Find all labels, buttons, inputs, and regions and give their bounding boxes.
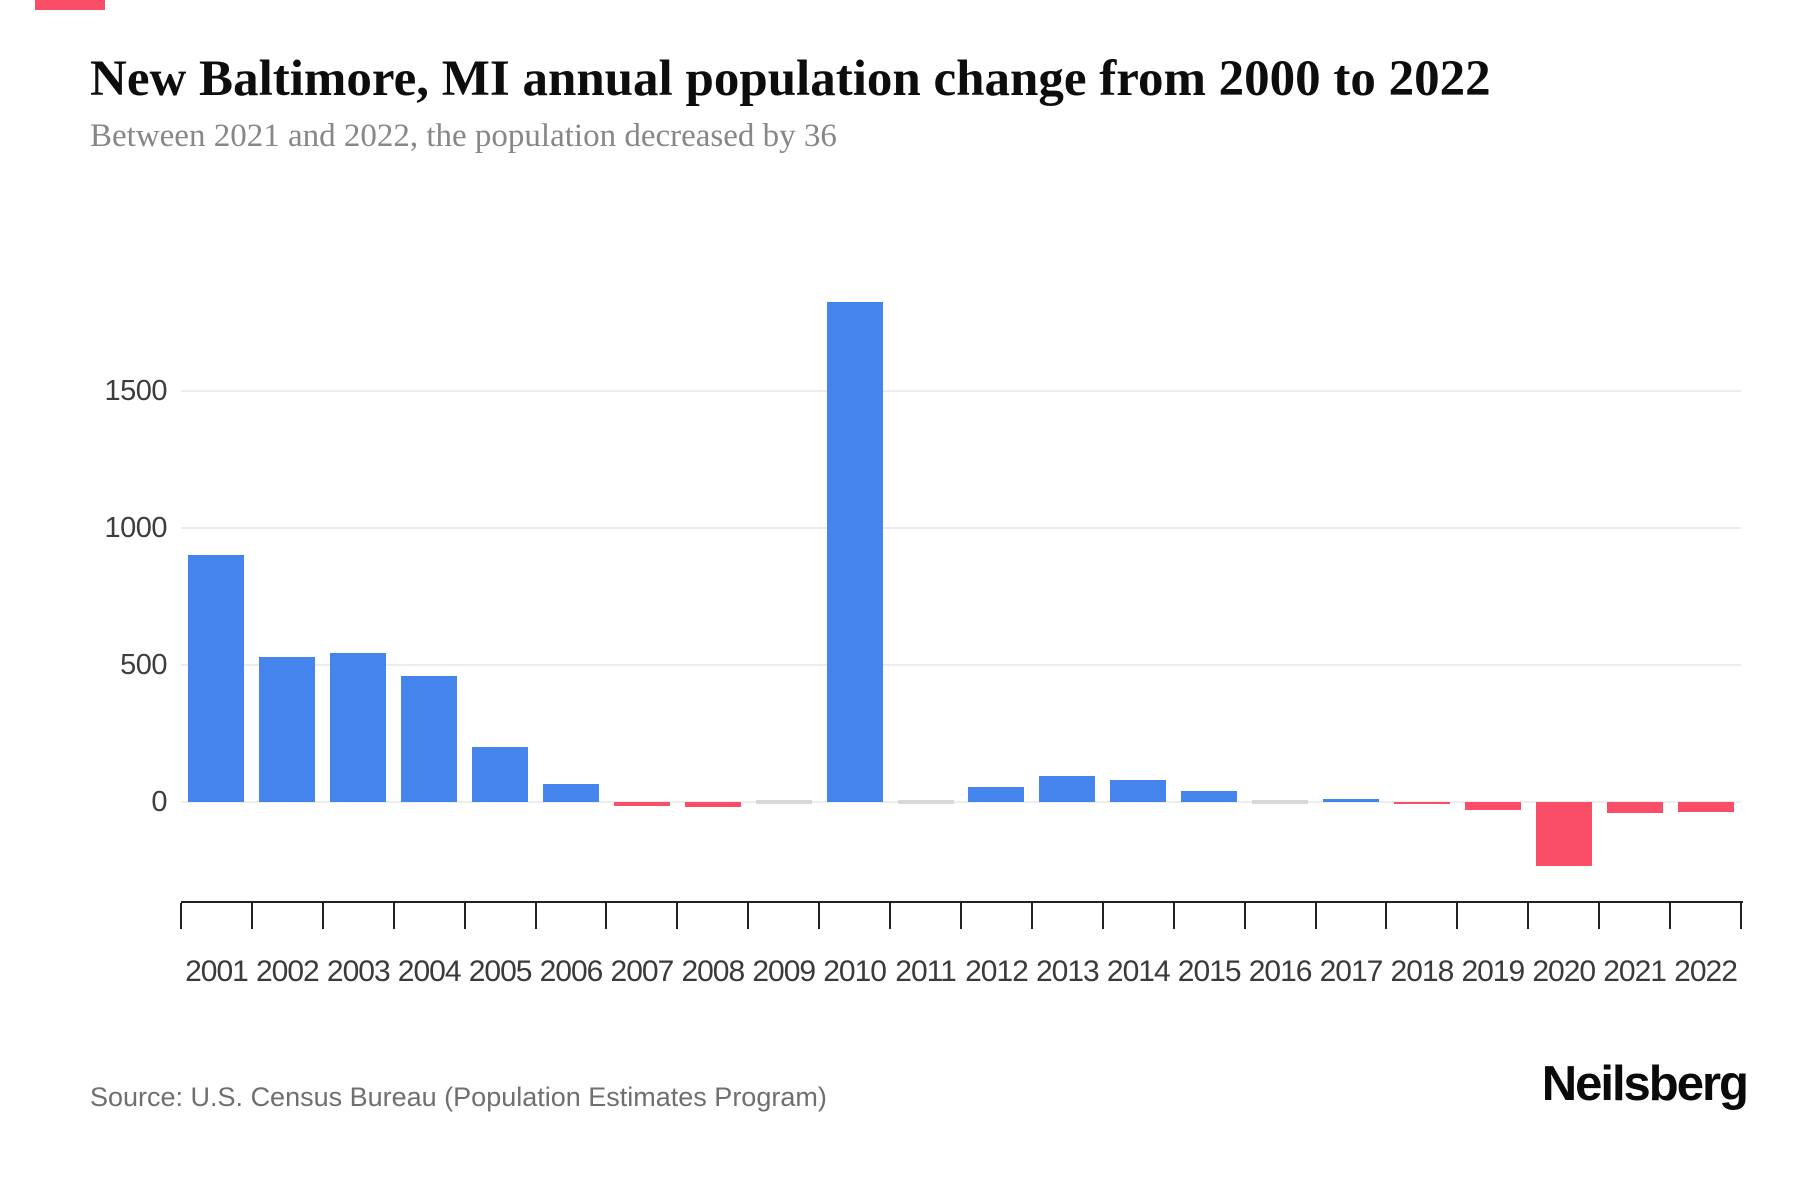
x-tick-label-2013: 2013 [1035,955,1100,988]
x-tick-label-2018: 2018 [1390,955,1455,988]
x-axis-tick-4 [463,903,466,929]
bar-2020[interactable] [1535,802,1592,867]
x-tick-label-2020: 2020 [1532,955,1596,988]
bar-2016[interactable] [1252,800,1309,804]
bar-2015[interactable] [1181,791,1238,802]
x-axis-tick-0 [180,903,182,929]
x-axis-tick-15 [1243,903,1246,929]
x-tick-label-2007: 2007 [610,955,675,988]
x-axis-tick-13 [1101,903,1104,929]
x-axis-tick-5 [534,903,537,929]
x-axis-tick-16 [1314,903,1317,929]
x-axis-tick-14 [1172,903,1175,929]
source-note: Source: U.S. Census Bureau (Population E… [90,1082,827,1112]
x-tick-label-2016: 2016 [1248,955,1313,988]
x-axis-tick-21 [1669,903,1672,929]
bar-2018[interactable] [1393,802,1450,805]
chart-subtitle: Between 2021 and 2022, the population de… [90,118,837,154]
bar-2003[interactable] [330,652,387,802]
gridline-0 [181,801,1741,803]
x-axis-tick-7 [676,903,679,929]
chart-title: New Baltimore, MI annual population chan… [90,51,1491,107]
x-axis-tick-1 [250,903,253,929]
brand-logo: Neilsberg [1541,1057,1749,1111]
x-tick-label-2008: 2008 [681,955,745,988]
bar-2017[interactable] [1323,799,1379,802]
x-tick-label-2005: 2005 [468,955,533,988]
top-left-accent-strip [35,0,105,10]
bar-2005[interactable] [472,747,529,802]
bar-2014[interactable] [1110,780,1167,802]
bar-2012[interactable] [968,786,1025,802]
x-axis-line [181,901,1743,903]
plot-area [181,250,1741,902]
bar-2011[interactable] [897,800,954,804]
bar-2001[interactable] [188,555,245,802]
x-tick-label-2017: 2017 [1319,955,1384,988]
x-tick-label-2015: 2015 [1177,955,1242,988]
y-tick-label-1000: 1000 [104,512,167,544]
x-tick-label-2021: 2021 [1603,955,1667,988]
bar-2008[interactable] [684,802,741,808]
x-axis-tick-12 [1030,903,1033,929]
x-axis-tick-8 [747,903,750,929]
x-axis-tick-20 [1598,903,1601,929]
x-axis-tick-3 [392,903,395,929]
x-axis-tick-10 [889,903,892,929]
bar-2021[interactable] [1606,802,1663,813]
bar-2007[interactable] [613,802,670,807]
x-axis-tick-22 [1740,903,1742,929]
x-tick-label-2009: 2009 [752,955,816,988]
bar-2004[interactable] [401,675,458,802]
x-tick-label-2002: 2002 [255,955,320,988]
x-tick-label-2006: 2006 [539,955,604,988]
x-axis-tick-2 [321,903,324,929]
bar-2019[interactable] [1464,802,1521,811]
y-tick-label-1500: 1500 [104,375,167,407]
bar-2006[interactable] [543,784,599,802]
gridline-1000 [181,527,1741,529]
x-axis-tick-6 [605,903,608,929]
bar-2010[interactable] [826,301,883,802]
x-tick-label-2022: 2022 [1674,955,1738,988]
x-tick-label-2004: 2004 [397,955,462,988]
x-tick-label-2010: 2010 [823,955,887,988]
bar-2013[interactable] [1039,775,1096,802]
bar-2002[interactable] [259,656,316,802]
x-axis-tick-19 [1527,903,1530,929]
x-tick-label-2003: 2003 [326,955,391,988]
y-tick-label-0: 0 [151,786,167,818]
x-axis-tick-11 [960,903,962,929]
y-tick-label-500: 500 [120,649,167,681]
x-tick-label-2012: 2012 [965,955,1029,988]
bar-2009[interactable] [755,800,812,804]
x-tick-label-2001: 2001 [185,955,249,988]
x-axis-tick-17 [1385,903,1388,929]
x-axis-tick-18 [1456,903,1459,929]
gridline-500 [181,664,1741,666]
gridline-1500 [181,390,1741,392]
bar-2022[interactable] [1677,802,1734,812]
x-tick-label-2019: 2019 [1461,955,1525,988]
x-tick-label-2011: 2011 [895,955,957,988]
x-axis-tick-9 [818,903,821,929]
x-tick-label-2014: 2014 [1106,955,1171,988]
